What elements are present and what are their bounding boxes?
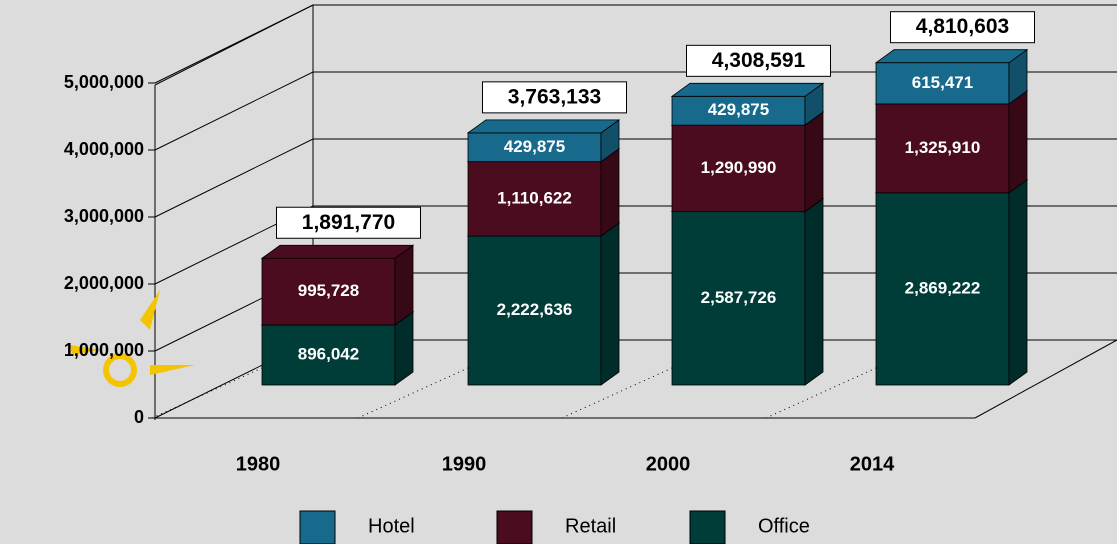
bar-side-shade [395,245,413,325]
x-tick-label: 2014 [850,453,895,475]
value-label: 1,110,622 [497,188,572,207]
total-label: 3,763,133 [508,85,601,108]
bar-top [672,83,823,96]
legend-label: Hotel [368,515,415,537]
bar-top [468,120,619,133]
bar-side-shade [601,149,619,236]
value-label: 429,875 [504,137,565,156]
total-label: 4,308,591 [712,49,806,72]
y-tick-label: 3,000,000 [64,206,144,226]
legend-label: Retail [565,515,616,537]
total-label: 1,891,770 [302,211,395,234]
value-label: 2,869,222 [905,278,981,297]
bar-side-shade [805,112,823,211]
bar-side-shade [601,223,619,385]
value-label: 1,290,990 [701,158,777,177]
bar-top [262,245,413,258]
legend-swatch [690,511,725,544]
x-tick-label: 1980 [236,453,281,475]
legend-swatch [300,511,335,544]
bar-side-shade [1009,180,1027,385]
x-tick-label: 1990 [442,453,487,475]
total-label: 4,810,603 [916,15,1009,38]
y-tick-label: 2,000,000 [64,273,144,293]
value-label: 995,728 [298,281,359,300]
legend-label: Office [758,515,810,537]
value-label: 2,222,636 [497,300,573,319]
x-tick-label: 2000 [646,453,691,475]
value-label: 1,325,910 [905,138,981,157]
legend-swatch [497,511,532,544]
bar-side-shade [1009,91,1027,193]
y-tick-label: 5,000,000 [64,72,144,92]
bar-side-shade [805,199,823,385]
value-label: 2,587,726 [701,288,777,307]
y-tick-label: 0 [134,407,144,427]
value-label: 429,875 [708,100,769,119]
y-tick-label: 4,000,000 [64,139,144,159]
chart: 0 1,000,000 2,000,000 3,000,000 4,000,000 5,0… [0,0,1117,544]
value-label: 615,471 [912,73,973,92]
bar-top [876,50,1027,63]
y-tick-label: 1,000,000 [64,340,144,360]
value-label: 896,042 [298,344,359,363]
